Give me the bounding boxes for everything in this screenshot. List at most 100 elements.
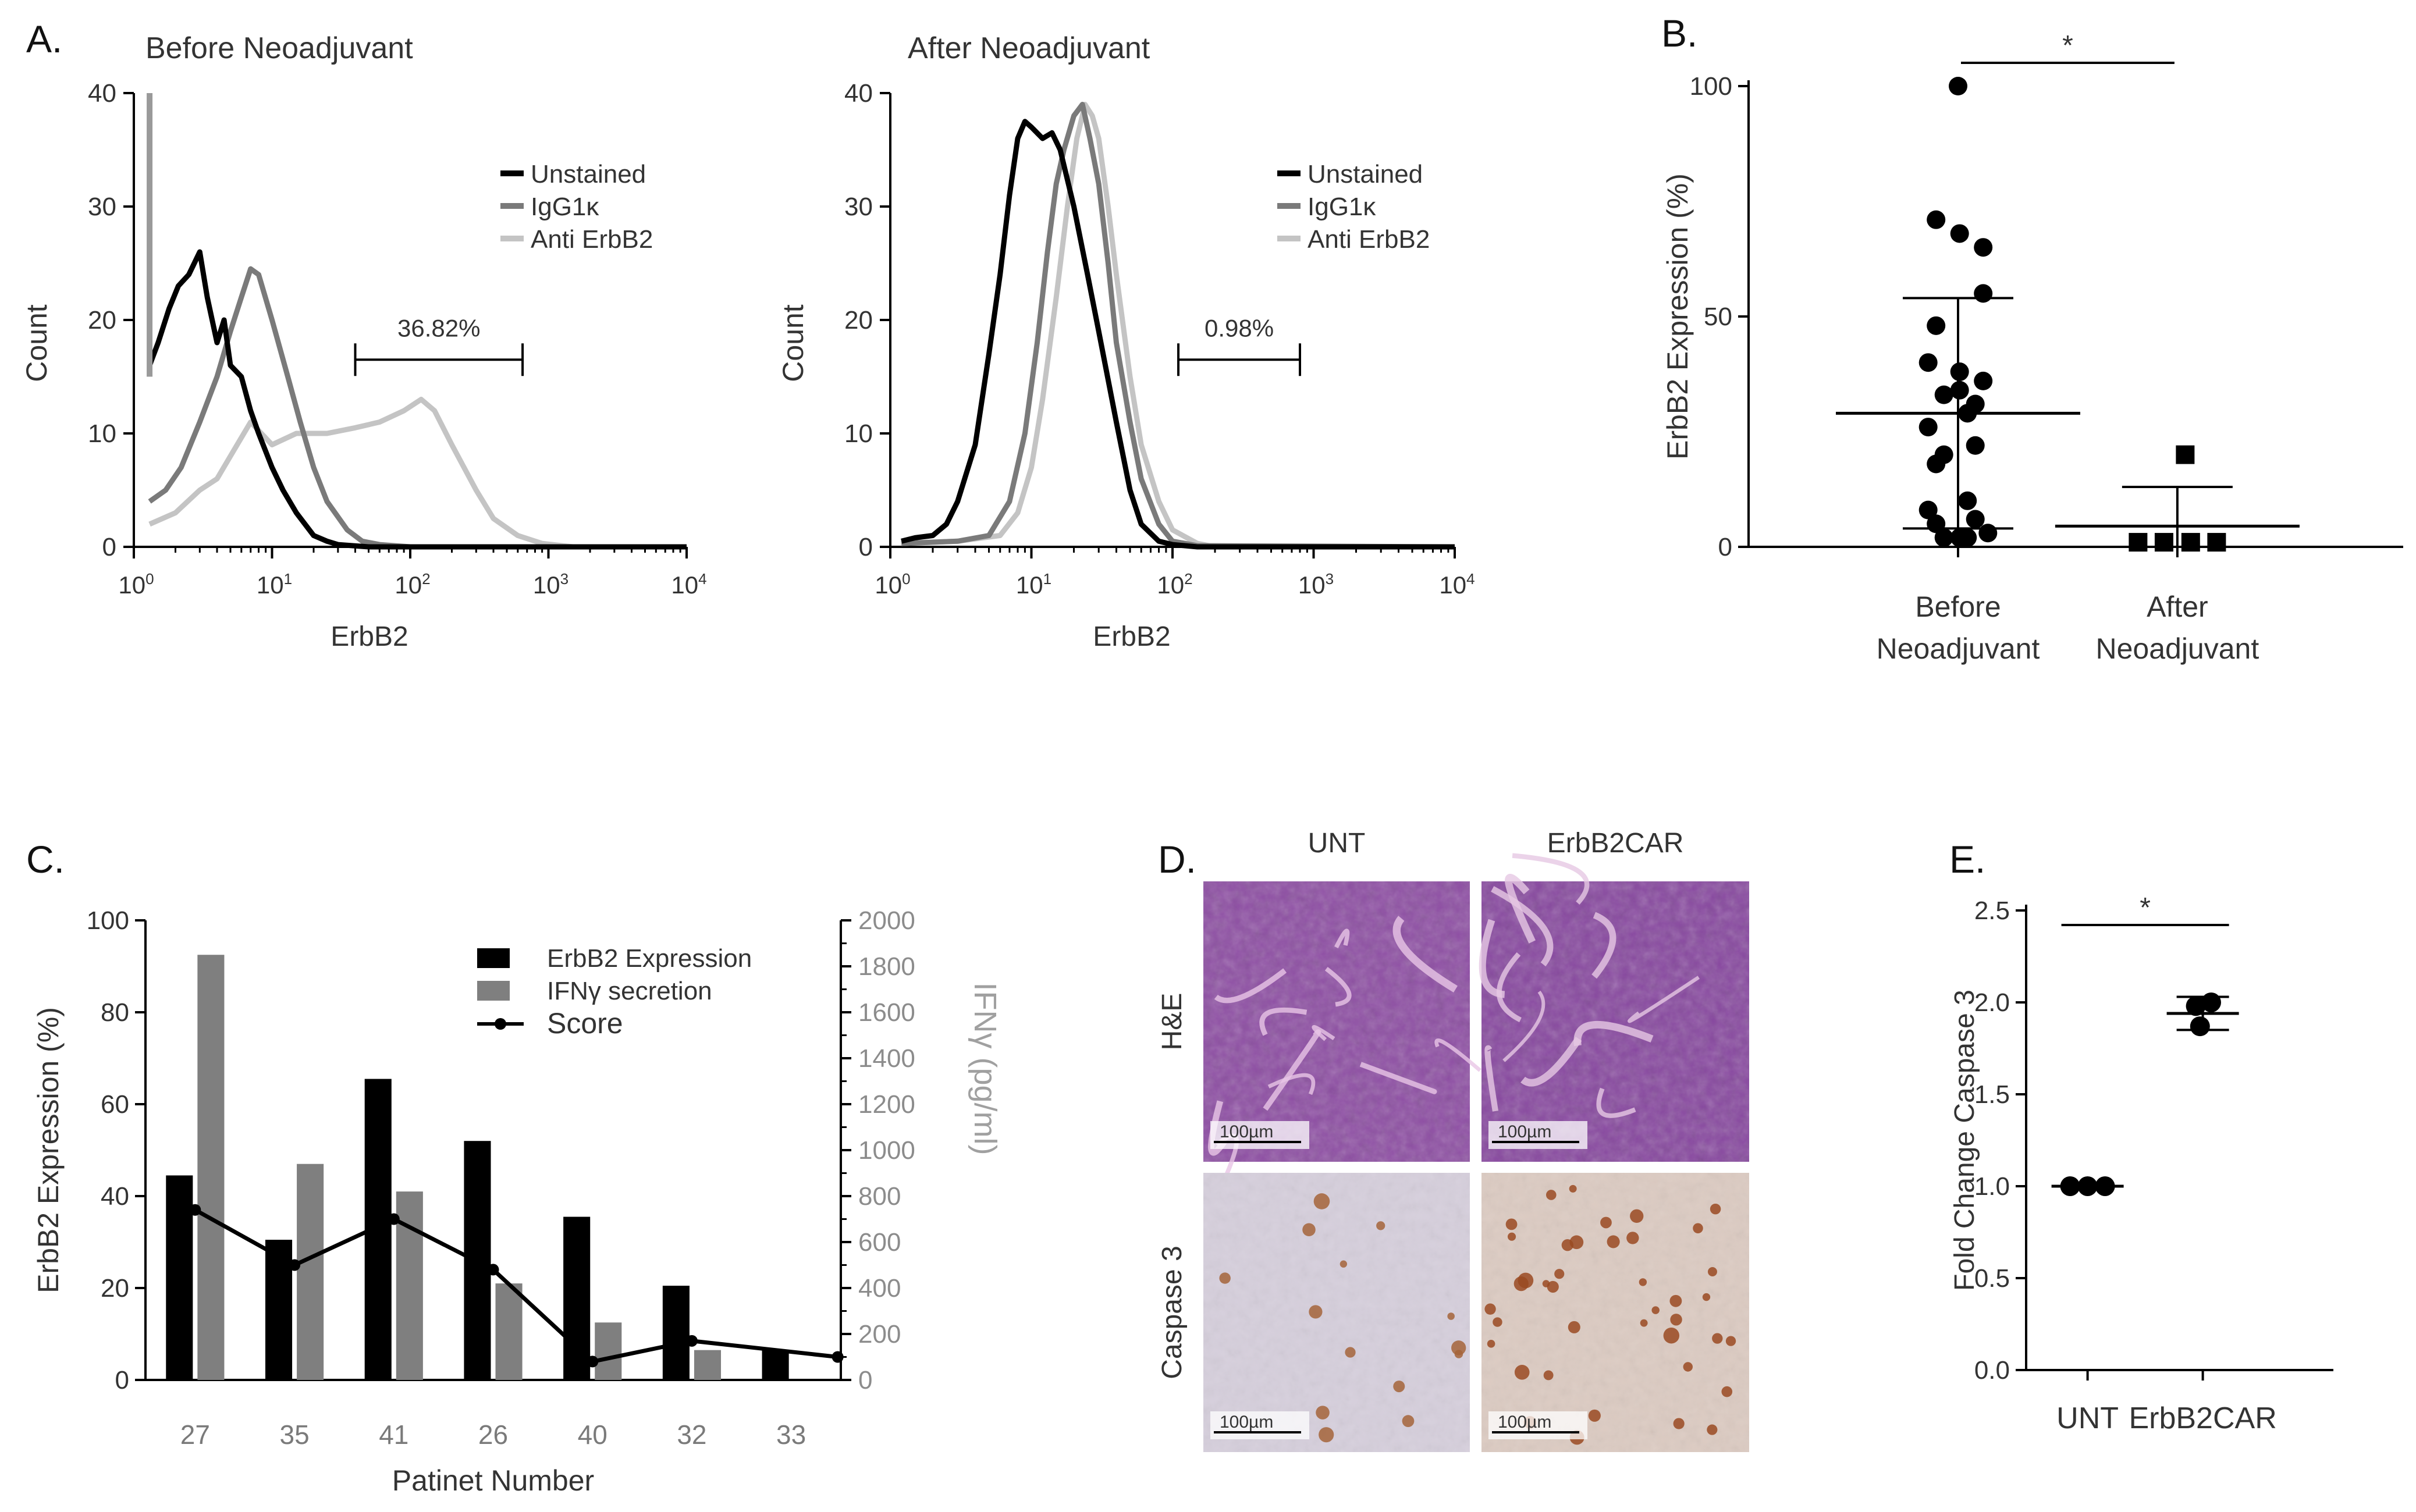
data-point	[2186, 996, 2206, 1016]
gate-label: 36.82%	[397, 314, 480, 341]
score-point	[388, 1213, 400, 1225]
x-axis-label: Patinet Number	[392, 1464, 594, 1497]
stroma-strand	[1505, 874, 1536, 944]
scale-bar-background	[1210, 1411, 1309, 1439]
y2-tick-label: 2000	[858, 906, 915, 935]
bar-ifng-secretion	[495, 1283, 523, 1380]
category-label: 35	[279, 1419, 309, 1450]
stroma-strand	[1520, 1037, 1582, 1087]
x-tick-label: 100	[118, 570, 154, 599]
x-tick-label: 101	[1016, 570, 1051, 599]
score-point	[832, 1351, 844, 1363]
score-point	[289, 1259, 301, 1271]
stroma-strand	[1334, 928, 1350, 948]
caspase-positive-cell	[1669, 1294, 1682, 1307]
y-tick-label: 100	[87, 906, 129, 935]
caspase-positive-cell	[1600, 1216, 1612, 1229]
data-point	[1974, 238, 1993, 257]
x-tick-label: 104	[671, 570, 706, 599]
y-tick-label: 10	[844, 419, 873, 448]
stroma-strand	[1324, 967, 1352, 1007]
data-point	[1974, 284, 1993, 303]
data-point	[1934, 528, 1953, 547]
stroma-strand	[1573, 1020, 1654, 1047]
y-axis-label: ErbB2 Expression (%)	[1661, 173, 1694, 460]
y-tick-label: 10	[88, 419, 116, 448]
y2-tick-label: 600	[858, 1228, 901, 1257]
score-point	[685, 1335, 698, 1347]
y-tick-label: 20	[88, 306, 116, 335]
data-point	[1927, 316, 1946, 335]
series-line-unstained	[147, 249, 687, 550]
data-point	[2201, 992, 2221, 1012]
legend-label: Score	[547, 1007, 623, 1040]
micrograph-texture	[1203, 1173, 1470, 1452]
caspase-positive-cell	[1545, 1190, 1557, 1200]
scale-bar-background	[1488, 1411, 1587, 1439]
caspase-positive-cell	[1547, 1280, 1559, 1293]
bar-erbb2-expression	[762, 1350, 789, 1380]
y-axis-label: ErbB2 Expression (%)	[32, 1007, 65, 1293]
stroma-strand	[1392, 916, 1458, 993]
legend-label: IgG1κ	[1308, 193, 1376, 221]
category-label: 27	[180, 1419, 210, 1450]
caspase-positive-cell	[1219, 1272, 1231, 1284]
data-point	[1966, 510, 1985, 529]
caspase-positive-cell	[1683, 1362, 1693, 1372]
legend-label: Anti ErbB2	[1308, 225, 1430, 254]
data-point	[1934, 385, 1953, 404]
y-tick-label: 2.5	[1974, 896, 2010, 925]
stroma-strand	[1596, 1087, 1636, 1118]
category-label: After	[2147, 590, 2208, 623]
y-tick-label: 20	[101, 1274, 129, 1303]
y-tick-label: 50	[1704, 303, 1732, 331]
x-tick-label: 103	[533, 570, 569, 599]
data-point	[2181, 533, 2200, 552]
scale-bar-background	[1210, 1121, 1309, 1149]
significance-asterisk: *	[2140, 892, 2151, 923]
bar-ifng-secretion	[297, 1164, 324, 1380]
stroma-strand	[1434, 1038, 1481, 1072]
column-label-unt: UNT	[1308, 828, 1366, 859]
data-point	[1950, 528, 1969, 547]
y-axis-label: Count	[777, 304, 809, 382]
caspase-positive-cell	[1542, 1280, 1550, 1287]
y-tick-label: 0	[102, 533, 116, 561]
caspase-positive-cell	[1670, 1314, 1682, 1326]
column-label-erbb2car: ErbB2CAR	[1547, 828, 1684, 859]
legend-label: ErbB2 Expression	[547, 944, 752, 973]
caspase-positive-cell	[1393, 1381, 1405, 1393]
caspase-positive-cell	[1447, 1312, 1455, 1320]
panel-c-chart: 0204060801000200400600800100012001400160…	[32, 906, 1003, 1497]
caspase-positive-cell	[1673, 1418, 1685, 1429]
y2-tick-label: 1800	[858, 952, 915, 981]
series-line-unstained	[901, 119, 1455, 550]
caspase-positive-cell	[1493, 1317, 1502, 1327]
caspase-positive-cell	[1376, 1221, 1385, 1230]
legend-label: IgG1κ	[531, 193, 599, 221]
data-point	[1950, 362, 1969, 382]
y2-tick-label: 0	[858, 1366, 872, 1394]
stroma-strand	[1591, 912, 1616, 979]
y-tick-label: 40	[101, 1182, 129, 1211]
series-line-anti-erbb2	[148, 397, 687, 550]
y-tick-label: 2.0	[1974, 988, 2010, 1017]
data-point	[1918, 353, 1938, 372]
legend-label: IFNγ secretion	[547, 977, 712, 1005]
micrograph-texture	[1203, 881, 1470, 1162]
y2-tick-label: 1000	[858, 1136, 915, 1165]
legend-swatch-ifng	[477, 981, 510, 1001]
data-point	[1950, 380, 1969, 400]
panel-label-b: B.	[1661, 12, 1697, 55]
stroma-strand	[1312, 1024, 1335, 1041]
micrograph-he-erbb2car: 100µm	[1479, 853, 1749, 1162]
category-label: Neoadjuvant	[1877, 632, 2040, 665]
stroma-strand	[1259, 1007, 1308, 1036]
caspase-positive-cell	[1319, 1427, 1334, 1443]
x-axis-label: ErbB2	[1093, 621, 1170, 652]
y-axis-label: Fold Change Caspase 3	[1949, 990, 1980, 1291]
scale-bar-label: 100µm	[1498, 1413, 1551, 1432]
category-label: Neoadjuvant	[2095, 632, 2259, 665]
legend-label: Unstained	[1308, 160, 1423, 188]
